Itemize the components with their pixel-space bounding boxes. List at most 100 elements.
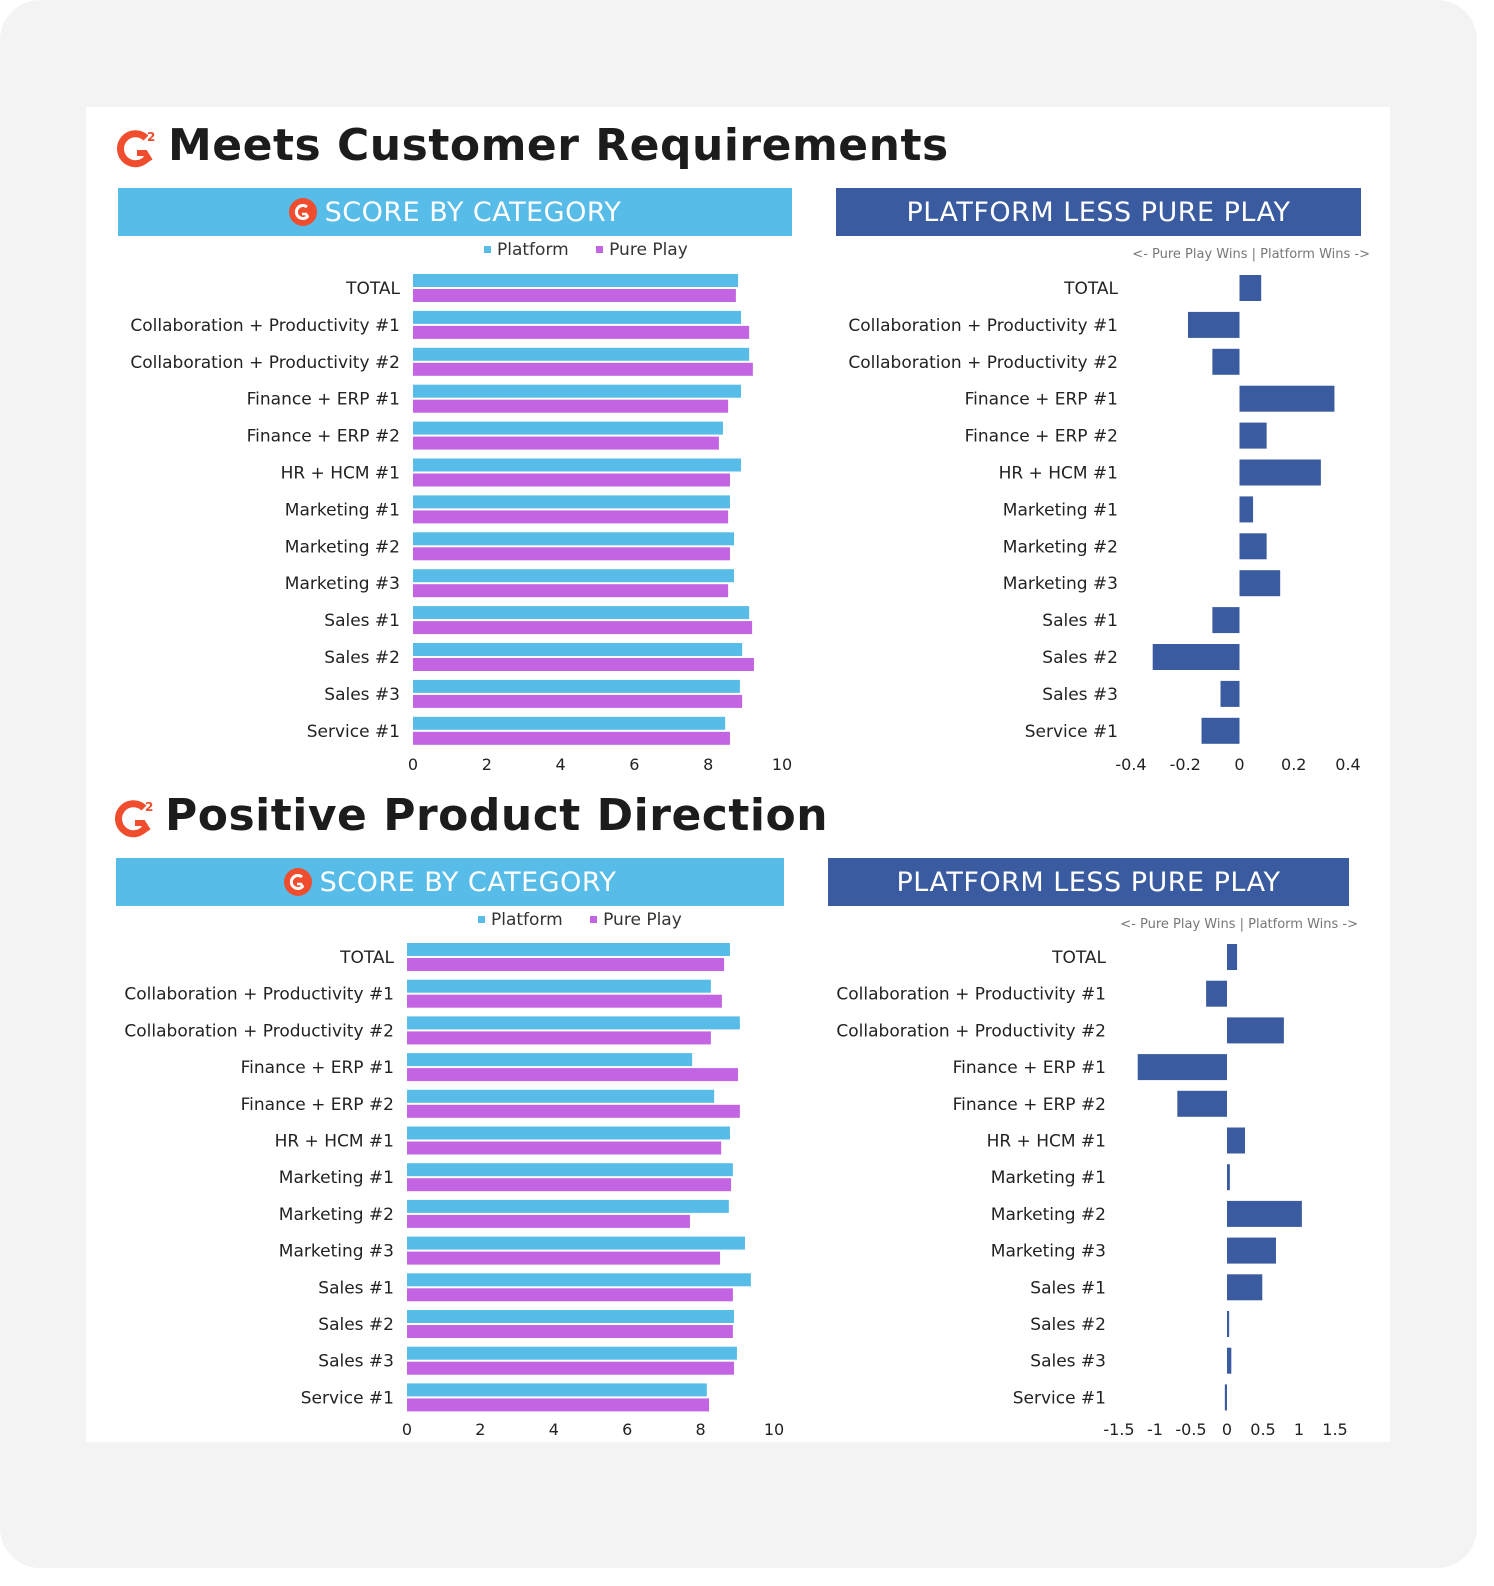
x-tick-label: -0.2 xyxy=(1170,755,1201,774)
bar-difference xyxy=(1227,1347,1232,1374)
bar-pure-play xyxy=(407,994,722,1008)
category-label: Sales #2 xyxy=(1042,648,1118,668)
x-tick-label: 0.5 xyxy=(1250,1420,1275,1439)
category-label: Sales #3 xyxy=(1030,1352,1106,1372)
bar-platform xyxy=(407,1163,733,1177)
bar-pure-play xyxy=(407,1398,710,1412)
category-label: Collaboration + Productivity #1 xyxy=(836,985,1106,1005)
bar-pure-play xyxy=(407,1141,722,1155)
bar-pure-play xyxy=(413,436,719,450)
bar-pure-play xyxy=(413,658,754,671)
bar-pure-play xyxy=(407,1214,690,1228)
category-label: Finance + ERP #2 xyxy=(241,1095,394,1115)
bar-pure-play xyxy=(407,1361,734,1375)
direction-note: <- Pure Play Wins | Platform Wins -> xyxy=(1120,917,1358,932)
bar-platform xyxy=(407,1053,693,1067)
bar-platform xyxy=(413,274,739,287)
header-label: PLATFORM LESS PURE PLAY xyxy=(906,196,1291,228)
bar-pure-play xyxy=(407,1178,732,1192)
legend-swatch-platform xyxy=(478,916,485,923)
g2-logo-icon xyxy=(288,198,317,226)
x-tick-label: 6 xyxy=(622,1420,632,1439)
bar-platform xyxy=(407,1236,746,1250)
category-label: HR + HCM #1 xyxy=(999,464,1118,484)
x-tick-label: 4 xyxy=(556,755,566,774)
category-label: Marketing #1 xyxy=(285,500,400,520)
legend-label: Platform xyxy=(497,240,569,260)
bar-difference xyxy=(1227,1017,1284,1044)
category-label: Collaboration + Productivity #1 xyxy=(848,316,1118,336)
bar-pure-play xyxy=(413,584,729,598)
bar-platform xyxy=(407,1346,737,1360)
header-label: SCORE BY CATEGORY xyxy=(319,866,617,898)
bar-difference xyxy=(1227,1237,1276,1264)
x-tick-label: 2 xyxy=(475,1420,485,1439)
category-label: Sales #1 xyxy=(1042,611,1118,631)
bar-platform xyxy=(413,532,735,546)
category-label: TOTAL xyxy=(339,948,394,968)
legend-swatch-platform xyxy=(484,246,491,253)
bar-difference xyxy=(1227,944,1238,970)
bar-platform xyxy=(407,1199,729,1213)
category-label: Sales #3 xyxy=(318,1352,394,1372)
x-tick-label: 0 xyxy=(1234,755,1244,774)
bar-difference xyxy=(1201,717,1240,744)
platform-less-pure-play-header: PLATFORM LESS PURE PLAY xyxy=(828,858,1349,906)
bar-difference xyxy=(1206,980,1227,1007)
bar-difference xyxy=(1239,533,1267,560)
x-tick-label: 10 xyxy=(764,1420,784,1439)
category-label: Service #1 xyxy=(1025,722,1118,742)
bar-pure-play xyxy=(407,1251,721,1265)
category-label: Collaboration + Productivity #2 xyxy=(848,353,1118,373)
bar-pure-play xyxy=(407,1288,733,1302)
x-tick-label: 0 xyxy=(402,1420,412,1439)
g2-logo-icon: 2 xyxy=(117,130,155,168)
category-label: Finance + ERP #1 xyxy=(965,390,1118,410)
category-label: Marketing #3 xyxy=(285,574,400,594)
legend-swatch-pure-play xyxy=(596,246,604,253)
legend: Platform Pure Play xyxy=(484,240,688,260)
bar-platform xyxy=(413,310,742,324)
bar-platform xyxy=(413,606,750,620)
g2-logo-icon: 2 xyxy=(115,800,153,838)
bar-difference xyxy=(1227,1200,1302,1227)
bar-difference xyxy=(1177,1090,1227,1117)
score-by-category-header: SCORE BY CATEGORY xyxy=(118,188,792,236)
category-label: Finance + ERP #2 xyxy=(953,1095,1106,1115)
x-tick-label: 8 xyxy=(696,1420,706,1439)
category-label: Marketing #2 xyxy=(285,537,400,557)
bar-platform xyxy=(407,1310,734,1323)
bar-pure-play xyxy=(413,325,750,339)
bar-platform xyxy=(407,1016,740,1030)
legend-swatch-pure-play xyxy=(590,916,598,923)
category-label: Sales #1 xyxy=(324,611,400,631)
section-title: Positive Product Direction xyxy=(165,790,829,841)
category-label: HR + HCM #1 xyxy=(275,1132,394,1152)
legend-label: Pure Play xyxy=(609,240,688,260)
bar-platform xyxy=(407,1089,715,1103)
category-label: TOTAL xyxy=(345,279,400,299)
category-label: Collaboration + Productivity #1 xyxy=(124,985,394,1005)
bar-difference xyxy=(1152,644,1240,670)
bar-difference xyxy=(1220,680,1240,707)
x-tick-label: 1 xyxy=(1294,1420,1304,1439)
category-label: Finance + ERP #2 xyxy=(965,427,1118,447)
svg-text:2: 2 xyxy=(147,130,155,144)
g2-logo-icon xyxy=(283,868,312,896)
x-tick-label: 1.5 xyxy=(1322,1420,1347,1439)
x-tick-label: -0.5 xyxy=(1175,1420,1206,1439)
category-label: TOTAL xyxy=(1063,279,1118,299)
bar-pure-play xyxy=(413,510,729,524)
bar-pure-play xyxy=(407,1068,739,1082)
category-label: Marketing #1 xyxy=(991,1168,1106,1188)
category-label: Service #1 xyxy=(301,1388,394,1408)
bar-pure-play xyxy=(413,289,736,302)
category-label: Collaboration + Productivity #1 xyxy=(130,316,400,336)
bar-difference xyxy=(1137,1054,1227,1081)
category-label: Marketing #1 xyxy=(279,1168,394,1188)
bar-pure-play xyxy=(413,621,753,635)
bar-difference xyxy=(1239,385,1335,412)
bar-difference xyxy=(1224,1384,1227,1411)
bar-platform xyxy=(413,495,730,509)
